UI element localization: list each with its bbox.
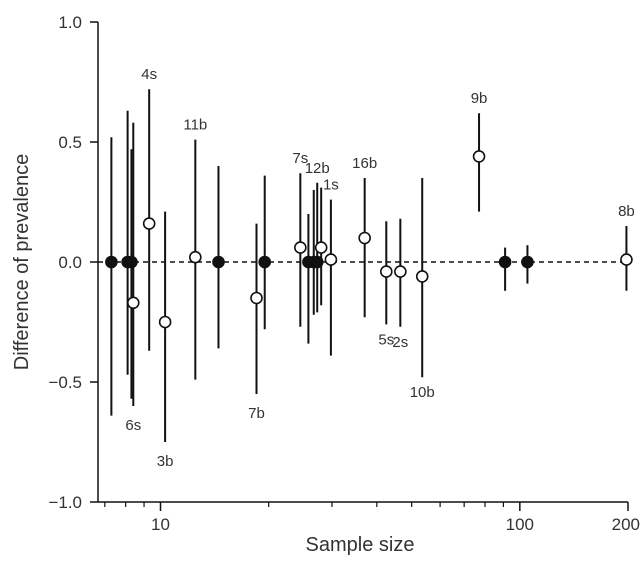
data-point-open [324, 253, 338, 266]
data-point-filled [105, 255, 118, 269]
point-label: 9b [471, 90, 488, 107]
point-label: 16b [352, 155, 377, 172]
point-label: 3b [157, 453, 174, 470]
data-point-open [158, 315, 172, 329]
point-label: 1s [323, 177, 339, 194]
axes [97, 22, 628, 503]
point-label: 12b [305, 160, 330, 177]
point-label: 10b [410, 384, 435, 401]
point-label: 5s [378, 331, 394, 348]
x-tick-label: 100 [506, 515, 534, 534]
data-point-open [415, 270, 429, 283]
y-tick-label: −0.5 [48, 373, 82, 392]
data-point-filled [212, 255, 225, 269]
data-point-filled [498, 255, 512, 269]
point-label: 7s [292, 150, 308, 167]
data-point-open [314, 241, 328, 254]
y-tick-label: −1.0 [48, 493, 82, 512]
x-tick-label: 200 [612, 515, 640, 534]
axis-ticks: 1.0 0.5 0.0 −0.5 −1.0 10 100 200 [48, 13, 640, 534]
y-tick-label: 0.0 [58, 253, 82, 272]
point-label: 2s [392, 334, 408, 351]
point-label: 4s [141, 66, 157, 83]
data-point-open [620, 253, 633, 266]
data-point-open [189, 250, 202, 264]
data-point-open [294, 241, 307, 254]
y-tick-label: 1.0 [58, 13, 82, 32]
data-point-open [394, 265, 407, 278]
data-point-open [358, 231, 371, 245]
data-point-filled [258, 255, 272, 269]
data-point-open [379, 265, 393, 278]
data-points [105, 89, 633, 442]
x-tick-label: 10 [151, 515, 170, 534]
point-label: 8b [618, 203, 635, 220]
data-point-filled [310, 255, 324, 269]
data-point-open [126, 296, 140, 310]
data-point-open [142, 217, 156, 230]
y-axis-label: Difference of prevalence [11, 154, 33, 370]
data-point-open [250, 291, 263, 305]
x-axis-label: Sample size [306, 534, 415, 556]
data-point-filled [521, 255, 534, 269]
data-point-filled [125, 255, 138, 269]
data-point-open [472, 150, 486, 163]
point-label: 7b [248, 405, 265, 422]
point-label: 6s [125, 417, 141, 434]
y-tick-label: 0.5 [58, 133, 82, 152]
point-label: 11b [183, 117, 207, 134]
